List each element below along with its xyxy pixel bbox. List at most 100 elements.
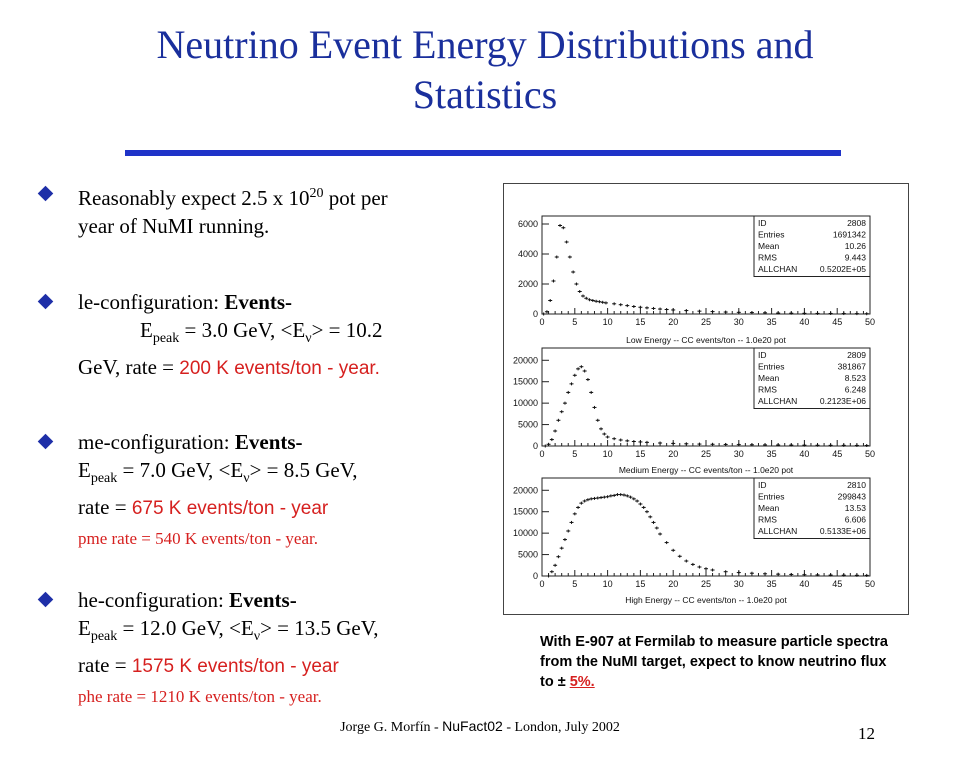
subscript: peak — [152, 331, 180, 347]
bullet-text: he-configuration: Events- Epeak = 12.0 G… — [78, 586, 478, 711]
stats-value: 381867 — [838, 362, 867, 372]
x-tick-label: 25 — [701, 317, 711, 327]
stats-value: 0.2123E+06 — [820, 396, 866, 406]
bullet-text-part: = 3.0 GeV, <E — [179, 318, 306, 342]
bullet-bold: Events- — [224, 290, 293, 314]
y-tick-label: 10000 — [513, 398, 538, 408]
bullet-text: me-configuration: Events- Epeak = 7.0 Ge… — [78, 428, 478, 553]
x-tick-label: 25 — [701, 579, 711, 589]
x-tick-label: 5 — [572, 449, 577, 459]
y-tick-label: 0 — [533, 441, 538, 451]
subscript: peak — [90, 629, 118, 645]
histogram-panel: 0 5 10 15 20 25 30 35 40 45 50 0 2000 4000 6000 ID 2808 E… — [503, 183, 909, 615]
footer-conference: NuFact02 — [442, 718, 503, 734]
stats-key: ALLCHAN — [758, 396, 797, 406]
x-tick-label: 40 — [799, 317, 809, 327]
x-tick-label: 35 — [767, 317, 777, 327]
bullet-text-part: > = 13.5 GeV, — [260, 616, 379, 640]
x-tick-label: 20 — [668, 449, 678, 459]
stats-key: Entries — [758, 230, 784, 240]
diamond-bullet-icon — [37, 293, 54, 310]
x-tick-label: 20 — [668, 317, 678, 327]
stats-key: RMS — [758, 515, 777, 525]
pme-rate: pme rate = 540 K events/ton - year. — [78, 529, 318, 549]
x-tick-label: 30 — [734, 579, 744, 589]
bullet-text-part: le-configuration: — [78, 290, 225, 314]
stats-key: ID — [758, 350, 767, 360]
stats-key: Entries — [758, 492, 784, 502]
diamond-bullet-icon — [37, 433, 54, 450]
bullet-text-part: > = 8.5 GeV, — [249, 458, 358, 482]
footer: Jorge G. Morfín - NuFact02 - London, Jul… — [0, 718, 960, 736]
stats-key: ID — [758, 480, 767, 490]
bullet-text-part: E — [78, 616, 91, 640]
flux-caption: With E-907 at Fermilab to measure partic… — [540, 632, 890, 692]
stats-value: 1691342 — [833, 230, 866, 240]
exponent: 20 — [309, 186, 324, 201]
footer-location: - London, July 2002 — [502, 720, 620, 735]
stats-value: 13.53 — [845, 503, 867, 513]
y-tick-label: 20000 — [513, 485, 538, 495]
stats-key: Mean — [758, 373, 780, 383]
bullet-text-part: year of NuMI running. — [78, 214, 270, 238]
x-tick-label: 35 — [767, 449, 777, 459]
x-tick-label: 10 — [603, 449, 613, 459]
stats-value: 299843 — [838, 492, 867, 502]
y-tick-label: 4000 — [518, 249, 538, 259]
stats-value: 10.26 — [845, 241, 867, 251]
bullet-text-part: he-configuration: — [78, 588, 230, 612]
stats-value: 2810 — [847, 480, 866, 490]
y-tick-label: 15000 — [513, 377, 538, 387]
bullet-text: le-configuration: Events- Epeak = 3.0 Ge… — [78, 288, 478, 383]
stats-key: RMS — [758, 253, 777, 263]
caption-percent: 5%. — [569, 674, 595, 690]
y-tick-label: 15000 — [513, 507, 538, 517]
stats-value: 2809 — [847, 350, 866, 360]
x-tick-label: 40 — [799, 579, 809, 589]
subscript-nu: ν — [243, 471, 250, 487]
x-tick-label: 15 — [635, 449, 645, 459]
x-tick-label: 25 — [701, 449, 711, 459]
subscript: peak — [90, 471, 118, 487]
bullet-text-part: me-configuration: — [78, 430, 235, 454]
rate-value: 675 K events/ton - year — [131, 498, 329, 520]
x-tick-label: 50 — [865, 317, 875, 327]
bullet-text-part: E — [78, 458, 91, 482]
title-divider — [125, 150, 841, 156]
x-tick-label: 0 — [539, 449, 544, 459]
stats-value: 2808 — [847, 218, 866, 228]
stats-key: Mean — [758, 241, 780, 251]
bullet-text-part: = 7.0 GeV, <E — [117, 458, 244, 482]
x-tick-label: 50 — [865, 449, 875, 459]
histogram-title: High Energy -- CC events/ton -- 1.0e20 p… — [625, 595, 787, 605]
bullet-text-part: rate = — [78, 495, 132, 520]
y-tick-label: 2000 — [518, 279, 538, 289]
stats-key: ID — [758, 218, 767, 228]
diamond-bullet-icon — [37, 185, 54, 202]
y-tick-label: 10000 — [513, 528, 538, 538]
x-tick-label: 0 — [539, 579, 544, 589]
subscript-nu: ν — [305, 331, 312, 347]
y-tick-label: 0 — [533, 571, 538, 581]
bullet-text-part: E — [140, 318, 153, 342]
stats-box — [753, 477, 871, 539]
stats-key: RMS — [758, 385, 777, 395]
histogram-title: Medium Energy -- CC events/ton -- 1.0e20… — [619, 465, 794, 475]
stats-box — [753, 215, 871, 277]
bullet-text-part: rate = — [78, 653, 132, 678]
x-tick-label: 5 — [572, 317, 577, 327]
histogram-title: Low Energy -- CC events/ton -- 1.0e20 po… — [626, 335, 786, 345]
stats-value: 9.443 — [845, 253, 867, 263]
bullet-text: Reasonably expect 2.5 x 1020 pot per yea… — [78, 180, 478, 240]
stats-value: 0.5133E+06 — [820, 526, 866, 536]
y-tick-label: 6000 — [518, 219, 538, 229]
page-number: 12 — [858, 724, 875, 743]
x-tick-label: 5 — [572, 579, 577, 589]
x-tick-label: 20 — [668, 579, 678, 589]
x-tick-label: 0 — [539, 317, 544, 327]
stats-key: Mean — [758, 503, 780, 513]
stats-key: ALLCHAN — [758, 264, 797, 274]
y-tick-label: 5000 — [518, 550, 538, 560]
x-tick-label: 35 — [767, 579, 777, 589]
